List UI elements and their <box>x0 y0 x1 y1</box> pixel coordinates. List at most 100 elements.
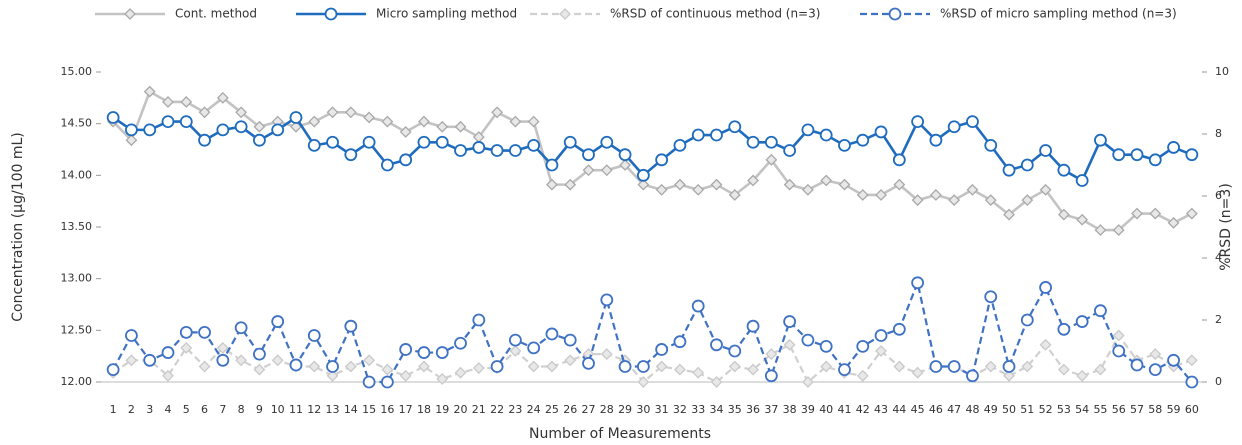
point-circle <box>472 141 486 154</box>
point-circle <box>801 123 815 137</box>
point-circle <box>728 120 742 134</box>
point-circle <box>289 111 303 124</box>
point-circle <box>618 148 632 162</box>
legend-label: Micro sampling method <box>376 7 517 21</box>
point-circle <box>198 133 211 147</box>
point-circle <box>1148 153 1162 167</box>
point-circle <box>984 138 998 152</box>
y2-tick-label: 6 <box>1215 189 1222 202</box>
point-circle <box>362 135 376 149</box>
point-circle <box>326 360 339 373</box>
point-circle <box>125 329 138 342</box>
point-circle <box>125 123 138 137</box>
point-diamond <box>856 189 869 201</box>
y-axis-title: Concentration (µg/100 mL) <box>10 132 26 322</box>
point-circle <box>472 313 486 327</box>
x-tick-label: 17 <box>399 403 413 416</box>
x-tick-label: 37 <box>764 403 778 416</box>
point-diamond <box>162 369 174 382</box>
x-tick-label: 34 <box>709 403 723 416</box>
point-circle <box>673 335 687 349</box>
x-tick-label: 59 <box>1167 403 1181 416</box>
point-circle <box>1185 375 1199 389</box>
y2-axis-title: %RSD (n=3) <box>1218 183 1234 271</box>
point-diamond <box>1167 216 1180 229</box>
point-circle <box>984 290 998 304</box>
x-tick-label: 41 <box>837 403 851 416</box>
point-diamond <box>655 360 668 373</box>
point-circle <box>801 333 815 347</box>
x-tick-label: 29 <box>618 403 632 416</box>
x-tick-label: 48 <box>965 403 979 416</box>
point-circle <box>271 315 285 328</box>
x-tick-label: 32 <box>673 403 687 416</box>
x-tick-label: 3 <box>146 403 153 416</box>
point-diamond <box>308 115 321 128</box>
point-diamond <box>1003 208 1015 221</box>
point-diamond <box>838 178 851 191</box>
point-circle <box>582 356 595 370</box>
point-diamond <box>1185 354 1198 367</box>
y-tick-label: 12.50 <box>61 323 93 336</box>
point-diamond <box>271 354 284 367</box>
point-circle <box>380 158 394 172</box>
point-circle <box>728 344 742 358</box>
point-circle <box>289 358 303 372</box>
point-circle <box>1039 281 1052 294</box>
point-diamond <box>143 85 156 98</box>
point-circle <box>143 353 157 367</box>
point-diamond <box>801 183 814 196</box>
point-circle <box>746 319 760 333</box>
x-tick-label: 2 <box>128 403 135 416</box>
point-circle <box>399 343 413 356</box>
point-circle <box>746 135 760 149</box>
point-diamond <box>1131 207 1143 220</box>
x-tick-label: 11 <box>289 403 303 416</box>
point-circle <box>234 321 248 335</box>
y2-tick-label: 8 <box>1215 127 1222 140</box>
point-diamond <box>235 106 248 119</box>
x-tick-label: 54 <box>1075 403 1089 416</box>
legend-label: %RSD of micro sampling method (n=3) <box>940 7 1177 21</box>
x-tick-label: 58 <box>1148 403 1162 416</box>
point-diamond <box>1039 183 1052 196</box>
x-tick-label: 7 <box>219 403 226 416</box>
point-diamond <box>180 341 193 354</box>
point-circle <box>1002 360 1016 373</box>
x-tick-label: 9 <box>256 403 263 416</box>
x-tick-label: 49 <box>984 403 998 416</box>
point-circle <box>691 299 705 313</box>
point-circle <box>1112 148 1126 162</box>
point-circle <box>490 360 504 373</box>
x-tick-label: 55 <box>1093 403 1107 416</box>
point-diamond <box>966 183 979 196</box>
x-tick-label: 18 <box>417 403 431 416</box>
point-circle <box>271 123 285 137</box>
x-tick-label: 10 <box>271 403 285 416</box>
point-diamond <box>454 366 467 379</box>
point-circle <box>911 115 925 128</box>
point-circle <box>435 346 449 359</box>
point-circle <box>161 346 175 359</box>
point-circle <box>636 168 650 182</box>
point-diamond <box>1094 363 1107 376</box>
point-diamond <box>363 111 376 124</box>
point-circle <box>326 135 339 149</box>
point-diamond <box>1076 213 1089 226</box>
x-tick-label: 44 <box>892 403 906 416</box>
y2-tick-label: 10 <box>1215 65 1229 78</box>
point-diamond <box>674 363 686 376</box>
point-circle <box>764 369 778 383</box>
point-circle <box>106 363 120 377</box>
point-diamond <box>1021 194 1034 207</box>
point-diamond <box>180 96 193 108</box>
x-tick-label: 23 <box>508 403 522 416</box>
y2-tick-label: 2 <box>1215 313 1222 326</box>
point-diamond <box>509 345 522 357</box>
point-circle <box>1148 363 1162 377</box>
point-diamond <box>801 376 814 388</box>
point-diamond <box>491 106 504 119</box>
point-circle <box>490 144 504 157</box>
x-tick-label: 33 <box>691 403 705 416</box>
point-diamond <box>1112 329 1125 342</box>
